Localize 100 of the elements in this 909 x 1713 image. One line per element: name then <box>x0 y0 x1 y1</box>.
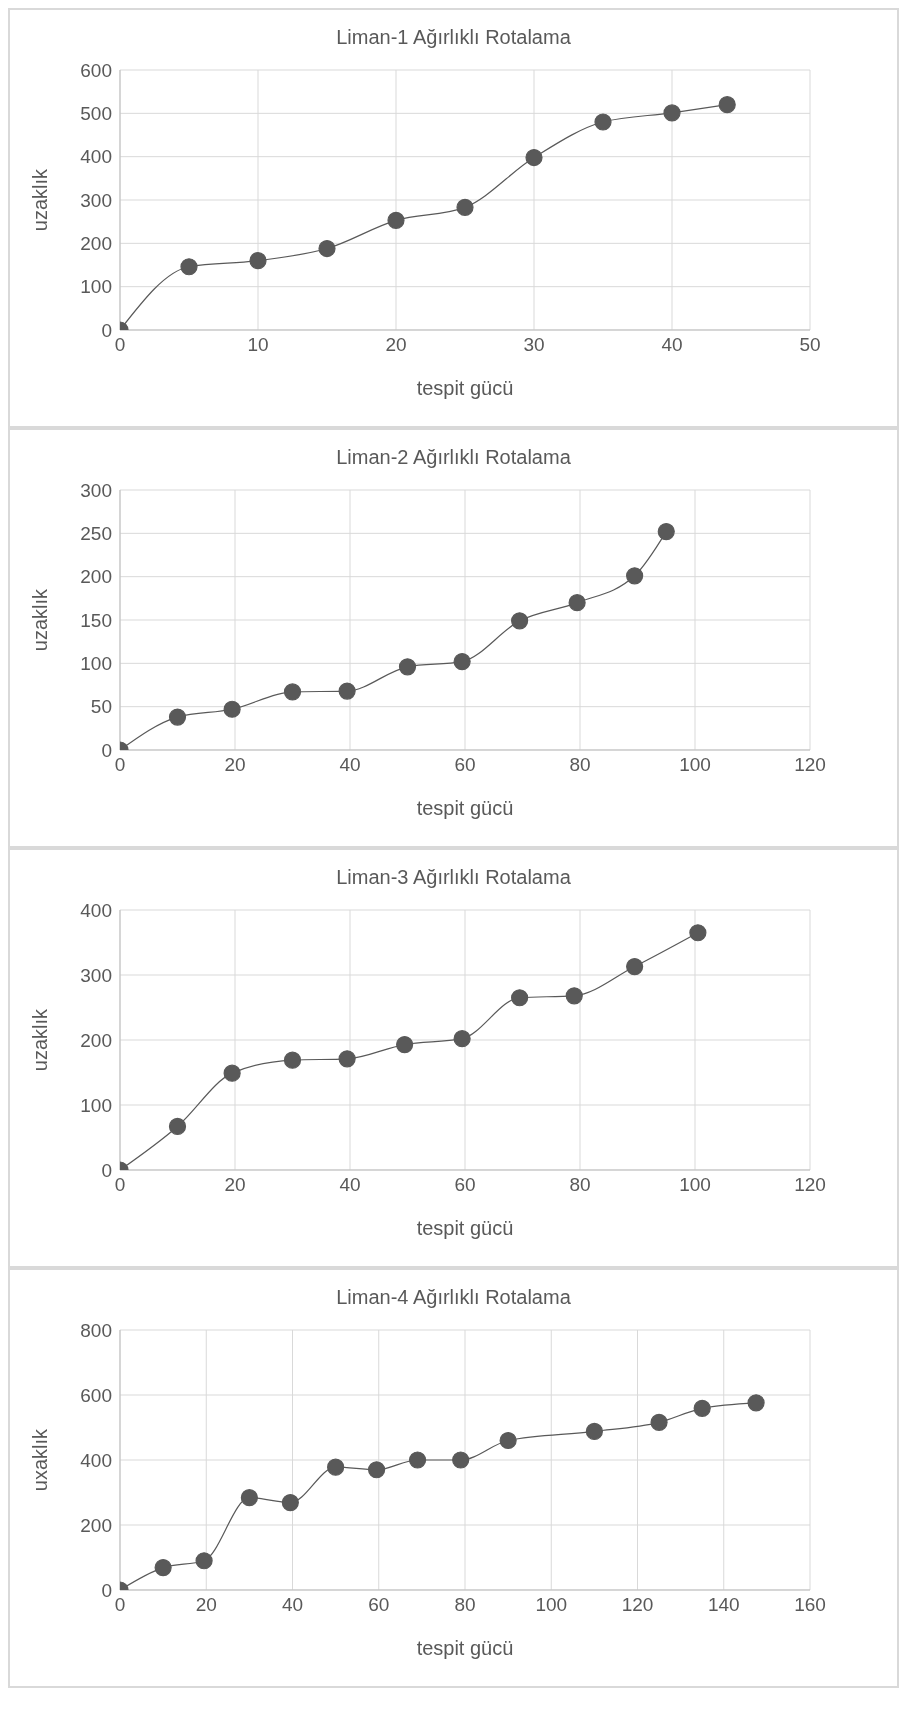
point <box>281 1493 299 1512</box>
x-tick-label: 20 <box>385 334 407 356</box>
y-tick-label: 400 <box>80 146 112 168</box>
point <box>398 658 417 676</box>
x-tick-label: 80 <box>569 754 591 776</box>
point <box>663 104 681 122</box>
y-tick-label: 600 <box>80 59 112 81</box>
point <box>283 1051 302 1069</box>
x-tick-label: 40 <box>281 1594 304 1616</box>
x-tick-label: 40 <box>661 334 683 356</box>
x-axis-title: tespit gücü <box>416 797 514 819</box>
chart-title: Liman-1 Ağırlıklı Rotalama <box>335 26 572 50</box>
x-tick-label: 20 <box>224 1174 246 1196</box>
point <box>511 989 529 1007</box>
point <box>689 924 707 942</box>
point <box>565 987 583 1005</box>
x-tick-label: 80 <box>569 1174 591 1196</box>
point <box>338 1050 356 1068</box>
point <box>168 708 187 726</box>
point <box>408 1451 427 1469</box>
y-tick-label: 150 <box>80 609 112 631</box>
y-tick-label: 200 <box>80 233 112 255</box>
point <box>693 1399 711 1417</box>
x-tick-label: 60 <box>454 754 476 776</box>
x-tick-label: 120 <box>794 754 826 776</box>
x-tick-label: 140 <box>707 1594 740 1616</box>
point <box>568 594 586 612</box>
point <box>499 1431 517 1450</box>
x-tick-label: 60 <box>368 1594 390 1616</box>
y-tick-label: 0 <box>101 739 112 761</box>
y-axis-title: uzaklık <box>29 1007 52 1072</box>
chart-title: Liman-4 Ağırlıklı Rotalama <box>335 1286 572 1310</box>
x-tick-label: 50 <box>799 334 821 356</box>
point <box>223 700 241 718</box>
point <box>223 1064 241 1082</box>
x-tick-label: 100 <box>535 1594 568 1616</box>
point <box>747 1394 765 1412</box>
x-tick-label: 120 <box>794 1174 826 1196</box>
point <box>396 1035 414 1054</box>
x-tick-label: 20 <box>195 1594 217 1616</box>
point <box>154 1558 172 1577</box>
x-tick-label: 20 <box>224 754 246 776</box>
y-tick-label: 300 <box>80 479 112 501</box>
point <box>195 1552 213 1570</box>
y-axis-title: uzaklık <box>29 167 52 232</box>
point <box>626 957 644 976</box>
point <box>650 1413 668 1431</box>
y-axis-title: uxaklık <box>29 1427 52 1492</box>
y-tick-label: 500 <box>80 103 112 125</box>
point <box>585 1422 603 1440</box>
y-tick-label: 400 <box>80 1449 112 1471</box>
point <box>594 113 612 131</box>
point <box>168 1117 187 1136</box>
x-tick-label: 120 <box>621 1594 654 1616</box>
y-tick-label: 300 <box>80 964 112 986</box>
y-tick-label: 0 <box>101 1159 112 1181</box>
point <box>453 653 471 671</box>
y-tick-label: 200 <box>80 566 112 588</box>
point <box>327 1458 345 1476</box>
x-tick-label: 60 <box>454 1174 476 1196</box>
y-tick-label: 50 <box>90 696 112 718</box>
point <box>367 1461 386 1479</box>
x-tick-label: 100 <box>679 1174 711 1196</box>
y-tick-label: 600 <box>80 1384 112 1406</box>
point <box>249 252 267 270</box>
point <box>626 567 644 585</box>
y-axis-title: uzaklık <box>29 587 52 652</box>
x-axis-title: tespit gücü <box>416 1217 514 1239</box>
point <box>453 1030 471 1048</box>
x-tick-label: 160 <box>794 1594 826 1616</box>
y-tick-label: 0 <box>101 319 112 341</box>
point <box>180 258 198 276</box>
y-tick-label: 200 <box>80 1029 112 1051</box>
y-tick-label: 100 <box>80 276 112 298</box>
point <box>387 211 405 229</box>
y-tick-label: 800 <box>80 1319 112 1341</box>
x-tick-label: 80 <box>454 1594 476 1616</box>
y-tick-label: 300 <box>80 189 112 211</box>
point <box>452 1451 470 1469</box>
y-tick-label: 250 <box>80 523 112 545</box>
x-tick-label: 10 <box>247 334 269 356</box>
point <box>338 682 356 700</box>
x-tick-label: 40 <box>339 754 361 776</box>
point <box>657 523 675 541</box>
chart-title: Liman-3 Ağırlıklı Rotalama <box>335 866 572 890</box>
y-tick-label: 100 <box>80 653 112 675</box>
x-tick-label: 30 <box>523 334 545 356</box>
x-axis-title: tespit gücü <box>416 1637 514 1659</box>
y-tick-label: 0 <box>101 1579 112 1601</box>
chart-title: Liman-2 Ağırlıklı Rotalama <box>335 446 572 470</box>
x-tick-label: 40 <box>339 1174 361 1196</box>
x-tick-label: 100 <box>679 754 711 776</box>
point <box>511 612 529 630</box>
point <box>318 239 336 258</box>
point <box>456 198 474 216</box>
x-axis-title: tespit gücü <box>416 377 514 399</box>
y-tick-label: 400 <box>80 899 112 921</box>
y-tick-label: 200 <box>80 1514 112 1536</box>
point <box>525 148 543 167</box>
point <box>283 683 302 701</box>
